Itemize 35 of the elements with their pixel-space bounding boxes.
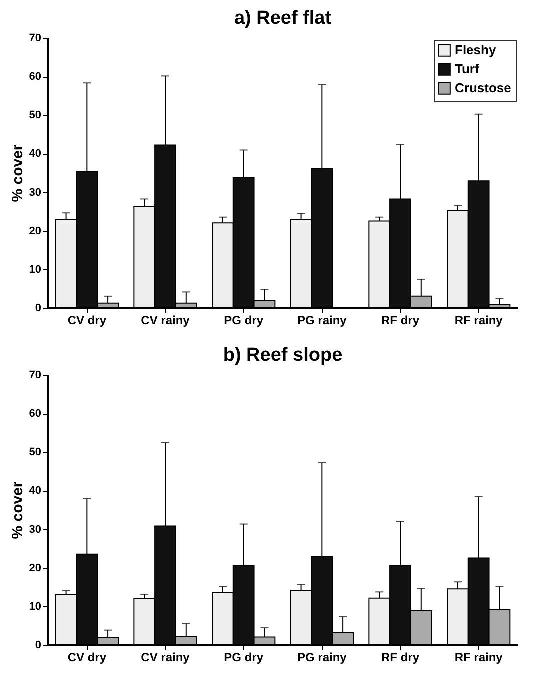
y-axis-title: % cover <box>9 482 26 540</box>
chart-title: a) Reef flat <box>234 8 332 29</box>
y-tick-label: 40 <box>29 485 42 498</box>
x-tick-label: CV dry <box>68 650 107 664</box>
x-tick-label: PG rainy <box>297 650 348 664</box>
y-tick-label: 0 <box>35 302 42 314</box>
y-tick-label: 40 <box>29 148 42 160</box>
chart-title: b) Reef slope <box>223 345 343 366</box>
x-tick-label: CV dry <box>68 314 107 328</box>
y-tick-label: 50 <box>29 110 42 122</box>
y-tick-label: 70 <box>29 370 42 382</box>
y-tick-label: 10 <box>29 264 42 276</box>
legend-label: Turf <box>455 62 480 76</box>
y-tick-label: 70 <box>29 32 42 44</box>
y-tick-label: 30 <box>29 524 42 536</box>
x-tick-label: PG rainy <box>297 314 348 328</box>
x-tick-label: PG dry <box>224 314 264 328</box>
x-tick-label: RF dry <box>381 314 420 328</box>
legend-label: Crustose <box>455 80 512 96</box>
y-tick-label: 60 <box>29 71 42 84</box>
y-axis-title: % cover <box>9 144 26 202</box>
x-tick-label: RF dry <box>381 650 420 664</box>
y-tick-label: 50 <box>29 446 42 459</box>
y-tick-label: 20 <box>29 225 42 238</box>
x-tick-label: RF rainy <box>454 314 504 328</box>
x-tick-label: RF rainy <box>454 650 504 664</box>
x-tick-label: CV rainy <box>141 314 190 328</box>
legend-label: Fleshy <box>455 42 497 58</box>
y-tick-label: 0 <box>35 640 42 652</box>
y-tick-label: 10 <box>29 600 42 613</box>
x-tick-label: PG dry <box>224 650 264 664</box>
y-tick-label: 20 <box>29 562 42 574</box>
x-tick-label: CV rainy <box>141 650 190 664</box>
y-tick-label: 30 <box>29 186 42 199</box>
y-tick-label: 60 <box>29 408 42 420</box>
